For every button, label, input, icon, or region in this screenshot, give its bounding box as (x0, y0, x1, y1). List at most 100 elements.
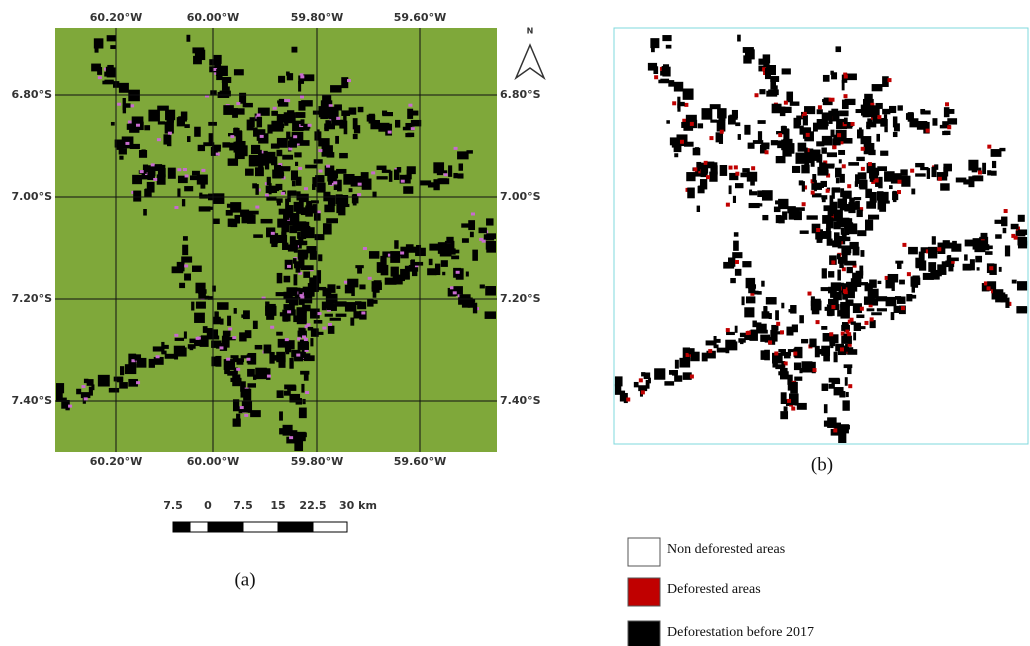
recent-clearing (319, 170, 323, 173)
deforestation-patch (119, 156, 123, 160)
deforested-patch (747, 331, 751, 335)
deforestation-patch (184, 124, 189, 128)
deforestation-patch (702, 353, 708, 362)
deforestation-patch (107, 65, 113, 68)
deforestation-patch (111, 122, 115, 126)
deforestation-patch (442, 272, 445, 275)
deforestation-patch (778, 349, 786, 352)
deforestation-patch (897, 263, 902, 269)
deforestation-patch (898, 105, 903, 110)
recent-clearing (98, 76, 102, 79)
deforestation-patch (465, 298, 473, 303)
scale-label: 7.5 (233, 499, 253, 512)
deforested-patch (861, 167, 865, 171)
deforestation-patch (196, 302, 206, 309)
deforestation-patch (462, 238, 469, 243)
deforestation-patch (328, 326, 335, 334)
deforested-patch (709, 136, 713, 140)
deforestation-patch (310, 251, 317, 260)
deforestation-patch (825, 307, 828, 311)
deforestation-patch (848, 162, 859, 166)
deforestation-patch (184, 186, 193, 191)
deforestation-patch (707, 162, 717, 168)
deforested-patch (851, 122, 855, 126)
deforestation-patch (888, 274, 899, 283)
scale-segment (173, 522, 190, 532)
recent-clearing (317, 312, 321, 315)
deforestation-patch (666, 120, 670, 124)
deforestation-patch (236, 414, 240, 419)
deforestation-patch (120, 366, 124, 375)
recent-clearing (347, 79, 351, 82)
deforestation-patch (89, 387, 93, 396)
deforestation-patch (907, 295, 916, 299)
deforestation-patch (866, 201, 876, 208)
deforestation-patch (234, 130, 242, 136)
deforestation-patch (735, 122, 740, 126)
legend-label: Non deforested areas (667, 542, 785, 557)
deforestation-patch (919, 252, 925, 263)
recent-clearing (151, 163, 155, 166)
deforestation-patch (832, 240, 839, 247)
deforested-patch (901, 306, 905, 310)
deforestation-patch (668, 80, 674, 87)
deforestation-patch (296, 112, 306, 118)
recent-clearing (293, 135, 297, 138)
deforestation-patch (480, 284, 485, 288)
deforestation-patch (995, 234, 1002, 238)
deforestation-patch (192, 47, 204, 53)
deforestation-patch (289, 358, 293, 369)
deforestation-patch (892, 282, 895, 291)
deforested-patch (708, 349, 712, 353)
deforestation-patch (377, 176, 388, 179)
deforestation-patch (809, 339, 816, 348)
deforestation-patch (748, 143, 755, 149)
deforestation-patch (369, 251, 379, 259)
deforestation-patch (222, 142, 230, 147)
lon-label: 59.80°W (291, 11, 343, 24)
deforestation-patch (213, 193, 224, 204)
deforestation-patch (385, 124, 392, 136)
deforestation-patch (789, 309, 796, 312)
deforested-patch (830, 98, 834, 102)
deforestation-patch (737, 35, 741, 42)
recent-clearing (174, 334, 178, 337)
recent-clearing (183, 168, 187, 171)
deforestation-patch (848, 202, 855, 213)
deforestation-patch (269, 183, 272, 194)
deforestation-patch (437, 172, 443, 176)
deforestation-patch (865, 220, 873, 231)
deforestation-patch (149, 359, 155, 368)
deforestation-patch (164, 345, 169, 349)
deforestation-patch (277, 100, 281, 103)
deforestation-patch (486, 218, 493, 225)
deforestation-patch (182, 245, 188, 255)
deforestation-patch (893, 132, 898, 137)
deforestation-patch (830, 71, 833, 75)
deforestation-patch (353, 194, 357, 205)
deforestation-patch (828, 271, 834, 277)
deforestation-patch (784, 406, 788, 411)
deforestation-patch (845, 283, 850, 287)
deforestation-patch (394, 240, 398, 249)
deforestation-patch (299, 299, 305, 305)
recent-clearing (454, 147, 458, 150)
deforested-patch (910, 169, 914, 173)
deforestation-patch (177, 262, 185, 271)
recent-clearing (68, 405, 72, 408)
deforestation-patch (223, 331, 231, 337)
deforestation-patch (876, 296, 887, 301)
deforestation-patch (336, 314, 347, 317)
deforestation-patch (908, 247, 918, 254)
deforestation-patch (302, 399, 305, 404)
deforestation-patch (735, 183, 743, 188)
scale-label: 0 (204, 499, 212, 512)
deforestation-patch (950, 258, 959, 262)
deforestation-patch (768, 89, 779, 95)
deforestation-patch (297, 232, 301, 239)
deforestation-patch (257, 117, 262, 128)
deforestation-patch (856, 176, 859, 181)
deforestation-patch (822, 112, 833, 120)
deforestation-patch (457, 173, 463, 178)
deforestation-patch (844, 118, 848, 124)
